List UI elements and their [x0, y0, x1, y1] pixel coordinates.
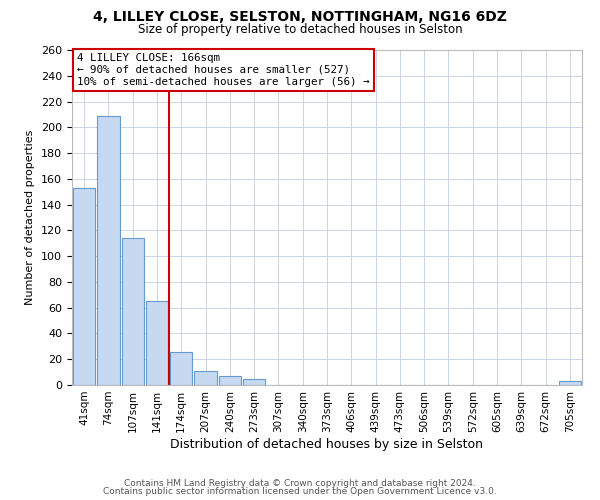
Y-axis label: Number of detached properties: Number of detached properties — [25, 130, 35, 305]
Text: 4, LILLEY CLOSE, SELSTON, NOTTINGHAM, NG16 6DZ: 4, LILLEY CLOSE, SELSTON, NOTTINGHAM, NG… — [93, 10, 507, 24]
Bar — [122, 238, 144, 385]
Bar — [97, 116, 119, 385]
Bar — [146, 301, 168, 385]
Text: Contains HM Land Registry data © Crown copyright and database right 2024.: Contains HM Land Registry data © Crown c… — [124, 478, 476, 488]
Text: Size of property relative to detached houses in Selston: Size of property relative to detached ho… — [137, 22, 463, 36]
Bar — [73, 188, 95, 385]
X-axis label: Distribution of detached houses by size in Selston: Distribution of detached houses by size … — [170, 438, 484, 450]
Text: Contains public sector information licensed under the Open Government Licence v3: Contains public sector information licen… — [103, 487, 497, 496]
Bar — [243, 378, 265, 385]
Bar — [559, 381, 581, 385]
Bar — [218, 376, 241, 385]
Bar — [170, 352, 193, 385]
Bar — [194, 371, 217, 385]
Text: 4 LILLEY CLOSE: 166sqm
← 90% of detached houses are smaller (527)
10% of semi-de: 4 LILLEY CLOSE: 166sqm ← 90% of detached… — [77, 54, 370, 86]
